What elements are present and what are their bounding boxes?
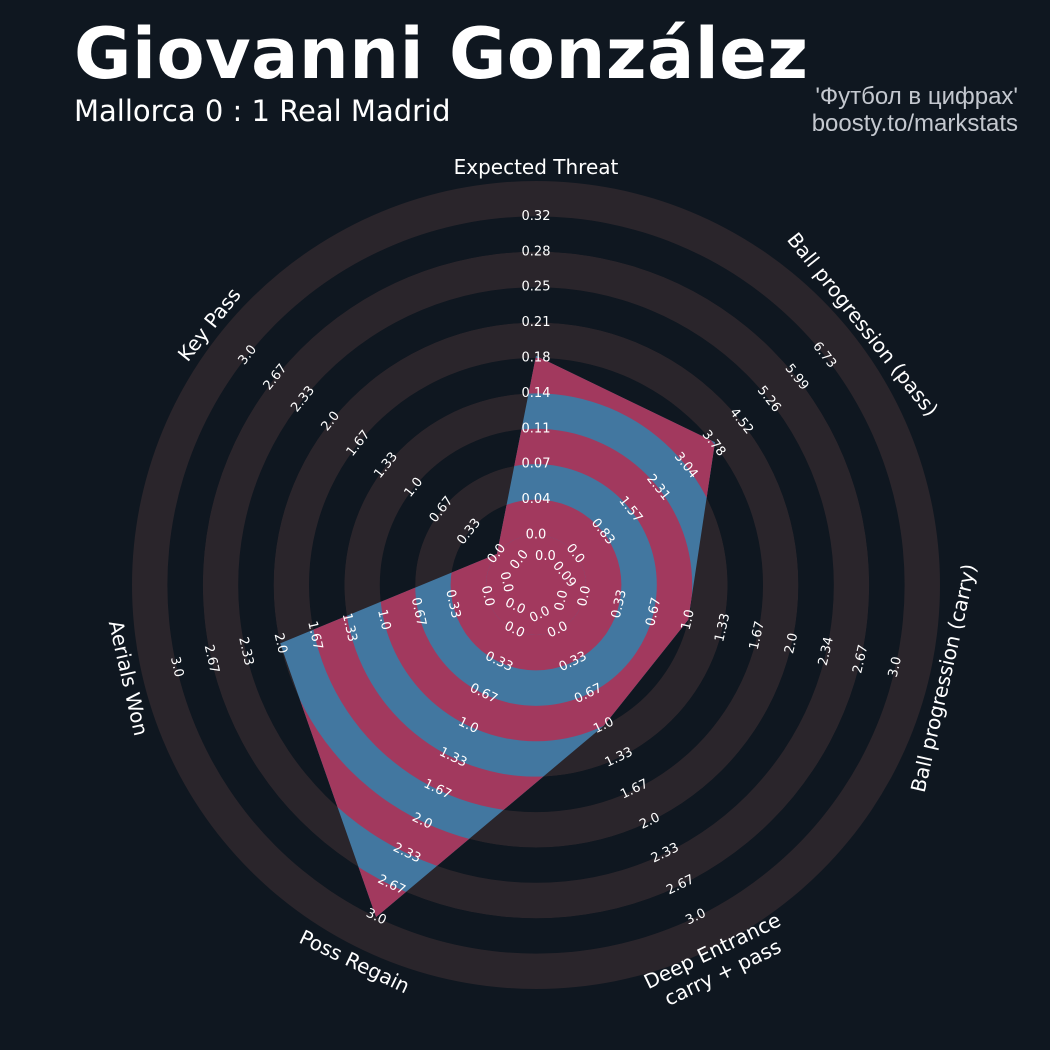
parameter-label-line: Expected Threat (454, 155, 619, 179)
ring-value-label: 1.0 (679, 608, 698, 632)
center-value-label: 0.0 (552, 589, 571, 613)
ring-value-label: 1.0 (374, 608, 393, 632)
ring-value-label: 2.34 (816, 636, 837, 668)
match-score-subtitle: Mallorca 0 : 1 Real Madrid (74, 94, 451, 128)
ring-value-label: 0.0 (575, 584, 594, 608)
ring-value-label: 0.0 (478, 584, 497, 608)
ring-value-label: 0.28 (522, 244, 551, 259)
ring-value-label: 2.67 (850, 643, 871, 675)
parameter-label: Expected Threat (454, 155, 619, 179)
ring-value-label: 0.67 (408, 596, 429, 628)
ring-value-label: 0.0 (526, 528, 547, 543)
ring-value-label: 2.0 (782, 632, 801, 656)
ring-value-label: 0.18 (522, 351, 551, 366)
ring-value-label: 0.21 (522, 315, 551, 330)
ring-value-label: 0.32 (522, 209, 551, 224)
ring-value-label: 2.33 (235, 636, 256, 668)
ring-value-label: 2.67 (201, 643, 222, 675)
ring-value-label: 2.0 (271, 632, 290, 656)
ring-value-label: 0.07 (522, 457, 551, 472)
ring-value-label: 1.67 (747, 620, 768, 652)
center-value-label: 0.0 (496, 570, 515, 594)
ring-value-label: 0.11 (522, 421, 551, 436)
ring-value-label: 0.33 (442, 588, 463, 620)
ring-value-label: 0.25 (522, 280, 551, 295)
player-name-title: Giovanni González (74, 13, 809, 95)
value-center (486, 535, 586, 635)
ring-value-label: 1.33 (712, 612, 733, 644)
ring-value-label: 0.04 (522, 492, 551, 507)
ring-value-label: 0.14 (522, 386, 551, 401)
ring-value-label: 1.67 (304, 620, 325, 652)
source-url: boosty.to/markstats (811, 110, 1018, 137)
ring-value-label: 3.0 (167, 655, 186, 679)
center-value-label: 0.0 (535, 549, 556, 564)
ring-value-label: 1.33 (339, 612, 360, 644)
ring-value-label: 0.33 (609, 588, 630, 620)
source-credit: 'Футбол в цифрах' (815, 83, 1018, 110)
ring-value-label: 0.67 (643, 596, 664, 628)
ring-value-label: 3.0 (886, 655, 905, 679)
